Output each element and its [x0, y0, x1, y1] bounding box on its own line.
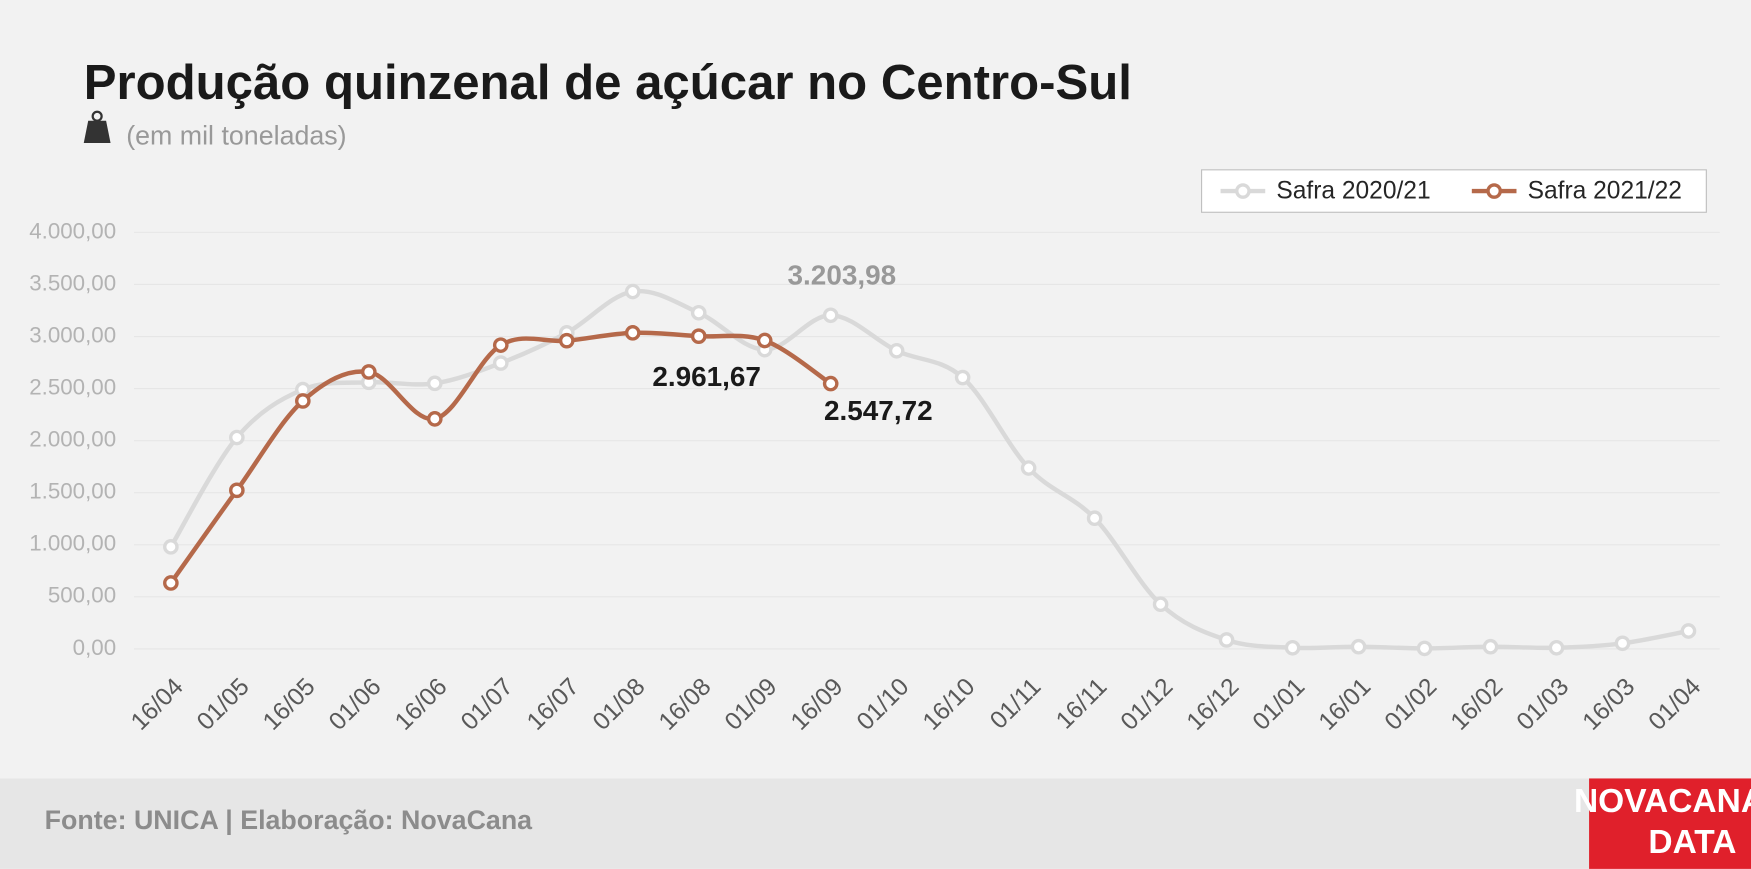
legend-label: Safra 2021/22: [1528, 178, 1682, 205]
point: [295, 393, 311, 409]
point: [888, 342, 905, 359]
y-tick-label: 4.000,00: [29, 218, 116, 243]
logo-text: DATA: [1648, 824, 1736, 861]
point: [360, 364, 377, 380]
legend-marker: [1486, 183, 1502, 199]
point: [229, 482, 245, 499]
data-label: 2.547,72: [824, 395, 933, 426]
logo-text: NOVACANA: [1574, 783, 1751, 820]
point: [492, 337, 509, 353]
point: [822, 375, 839, 392]
point: [426, 411, 443, 427]
y-tick-label: 2.500,00: [29, 374, 116, 399]
point: [1020, 460, 1037, 476]
point: [1416, 640, 1433, 657]
data-label: 3.203,98: [788, 260, 897, 291]
point: [954, 369, 971, 386]
point: [1680, 623, 1697, 639]
y-tick-label: 3.000,00: [29, 322, 116, 347]
point: [163, 539, 179, 555]
logo: [1589, 778, 1751, 869]
point: [690, 304, 707, 321]
point: [492, 355, 509, 371]
chart-title: Produção quinzenal de açúcar no Centro-S…: [84, 56, 1132, 110]
point: [1152, 596, 1169, 613]
weight-icon: [83, 110, 111, 144]
point: [558, 332, 575, 349]
y-tick-label: 2.000,00: [29, 427, 116, 452]
data-label: 2.961,67: [652, 361, 761, 392]
series-line: [169, 330, 832, 585]
point: [1548, 639, 1565, 656]
point: [1482, 638, 1499, 655]
point: [1086, 510, 1103, 527]
point: [756, 332, 773, 349]
y-tick-label: 0,00: [73, 635, 116, 660]
point: [624, 283, 641, 300]
point: [624, 325, 641, 341]
y-tick-label: 1.000,00: [29, 531, 116, 556]
chart-subtitle: (em mil toneladas): [126, 121, 346, 151]
y-tick-label: 500,00: [48, 583, 116, 608]
point: [1350, 638, 1367, 655]
legend-label: Safra 2020/21: [1276, 178, 1430, 205]
point: [1614, 635, 1631, 652]
point: [690, 328, 707, 345]
point: [229, 429, 245, 446]
point: [1218, 632, 1235, 648]
legend-box: [1201, 169, 1707, 213]
source: Fonte: UNICA | Elaboração: NovaCana: [45, 805, 534, 835]
point: [426, 375, 443, 392]
y-tick-label: 3.500,00: [29, 270, 116, 295]
legend-marker: [1235, 183, 1251, 199]
point: [163, 575, 179, 591]
y-tick-label: 1.500,00: [29, 479, 116, 504]
footer: [0, 778, 1751, 869]
point: [1284, 639, 1301, 656]
point: [822, 307, 839, 324]
